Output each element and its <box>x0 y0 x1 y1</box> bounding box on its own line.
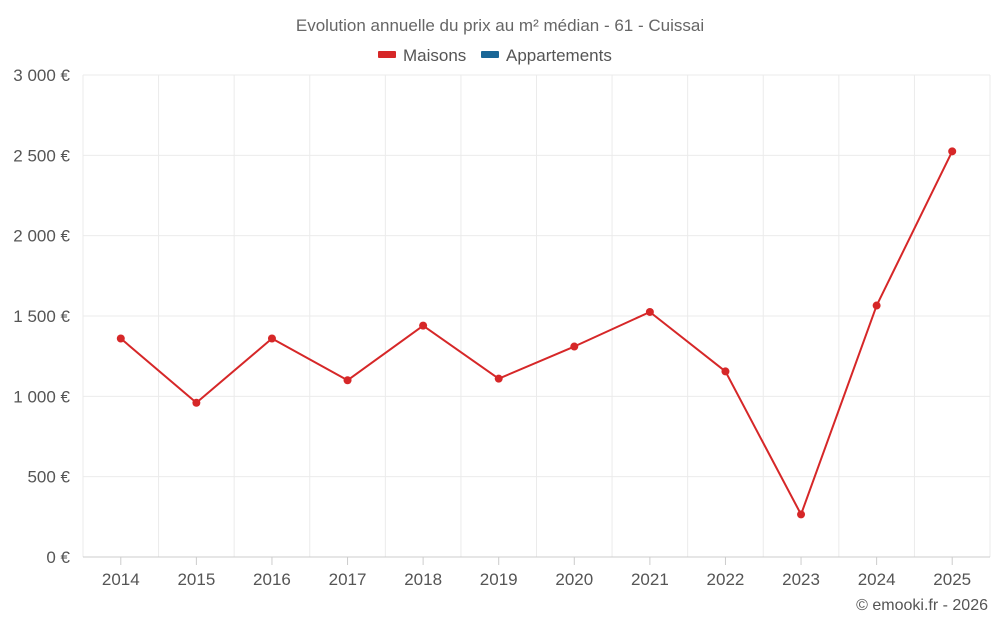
data-point[interactable] <box>192 398 201 407</box>
x-tick-label: 2017 <box>329 570 367 589</box>
data-point[interactable] <box>872 301 881 310</box>
y-tick-label: 0 € <box>46 548 70 567</box>
legend-label-maisons: Maisons <box>403 46 466 65</box>
x-tick-label: 2019 <box>480 570 518 589</box>
data-point[interactable] <box>343 376 352 385</box>
y-tick-label: 500 € <box>27 468 70 487</box>
y-tick-label: 3 000 € <box>13 66 70 85</box>
data-point[interactable] <box>116 334 125 343</box>
data-point[interactable] <box>797 510 806 519</box>
y-axis-labels: 0 € 500 € 1 000 € 1 500 € 2 000 € 2 500 € 3 00… <box>13 66 70 567</box>
chart-title: Evolution annuelle du prix au m² médian … <box>296 16 704 35</box>
credit-text: © emooki.fr - 2026 <box>856 597 988 614</box>
x-tick-label: 2015 <box>177 570 215 589</box>
x-tick-label: 2020 <box>555 570 593 589</box>
y-tick-label: 1 000 € <box>13 387 70 406</box>
legend-item-maisons[interactable]: Maisons <box>378 46 466 65</box>
series-layer <box>116 147 957 519</box>
data-point[interactable] <box>570 342 579 351</box>
legend-label-appartements: Appartements <box>506 46 612 65</box>
x-axis-ticks <box>120 557 953 565</box>
x-tick-label: 2025 <box>933 570 971 589</box>
chart-legend: Maisons Appartements <box>378 46 612 65</box>
legend-item-appartements[interactable]: Appartements <box>481 46 612 65</box>
x-tick-label: 2022 <box>707 570 745 589</box>
data-point[interactable] <box>721 367 730 376</box>
data-point[interactable] <box>494 374 503 383</box>
series-line-maisons <box>120 150 954 516</box>
y-tick-label: 2 000 € <box>13 227 70 246</box>
data-point[interactable] <box>645 307 654 316</box>
legend-swatch-appartements <box>481 51 499 58</box>
data-point[interactable] <box>948 147 957 156</box>
legend-swatch-maisons <box>378 51 396 58</box>
y-tick-label: 2 500 € <box>13 146 70 165</box>
x-gridlines <box>82 75 991 557</box>
x-tick-label: 2016 <box>253 570 291 589</box>
x-tick-label: 2023 <box>782 570 820 589</box>
x-tick-label: 2024 <box>858 570 896 589</box>
x-axis-labels: 2014 2015 2016 2017 2018 2019 2020 2021 2022 2023… <box>102 570 971 589</box>
data-point[interactable] <box>267 334 276 343</box>
x-tick-label: 2021 <box>631 570 669 589</box>
y-tick-label: 1 500 € <box>13 307 70 326</box>
data-point[interactable] <box>419 321 428 330</box>
x-tick-label: 2014 <box>102 570 140 589</box>
x-tick-label: 2018 <box>404 570 442 589</box>
